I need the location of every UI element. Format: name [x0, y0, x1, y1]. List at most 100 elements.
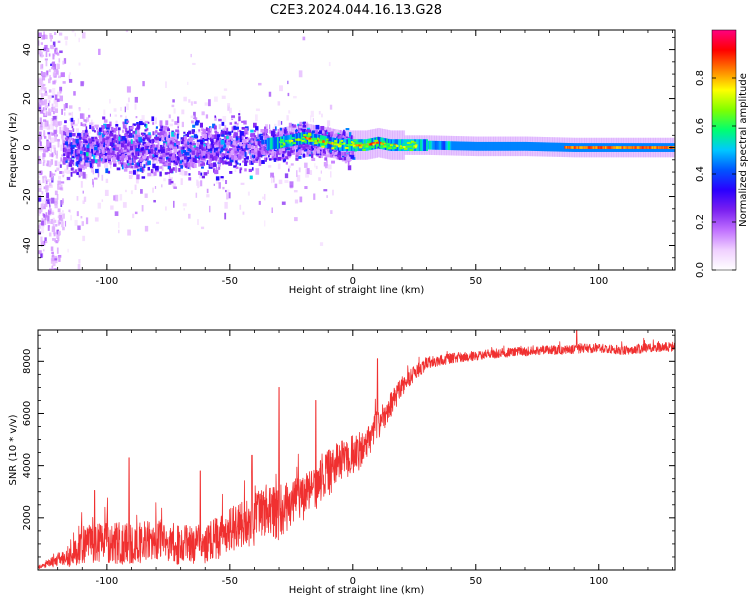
spectrogram-peak [334, 140, 338, 143]
spectrogram-speckle [168, 173, 171, 179]
spectrogram-cell [225, 161, 229, 165]
spectrogram-peak [645, 146, 648, 149]
spectrogram-cell [216, 134, 221, 138]
spectrogram-cell [236, 123, 239, 126]
spectrogram-peak [381, 140, 386, 143]
spectrogram-cell [216, 169, 219, 175]
spectrogram-cell [235, 126, 239, 130]
spectrogram-cell [170, 140, 173, 144]
spectrogram-cell [250, 151, 255, 156]
spectrogram-speckle [45, 90, 47, 94]
spectrogram-cell [305, 144, 309, 148]
spectrogram-cell [123, 168, 128, 172]
spectrogram-cell [107, 147, 110, 151]
spectrogram-speckle [44, 333, 47, 338]
spectrogram-cell [163, 155, 165, 160]
spectrogram-cell [145, 123, 148, 129]
spectrogram-speckle [242, 211, 245, 215]
spectrogram-cell [169, 147, 173, 150]
spectrogram-cell [188, 148, 190, 152]
spectrogram-cell [183, 157, 188, 160]
spectrogram-cell [336, 149, 341, 153]
spectrogram-cell [170, 137, 175, 143]
spectrogram-cell [64, 127, 68, 133]
spectrogram-cell [92, 149, 96, 153]
spectrogram-speckle [310, 110, 314, 118]
spectrogram-cell [107, 140, 109, 146]
spectrogram-peak [665, 146, 667, 149]
spectrogram-cell [203, 172, 208, 176]
spectrogram-cell [261, 147, 264, 152]
spectrogram-cell [86, 143, 90, 149]
spectrogram-cell [248, 140, 252, 143]
spectrogram-cell [243, 120, 247, 125]
spectrogram-cell [218, 143, 222, 148]
spectrogram-cell [101, 149, 104, 153]
spectrogram-cell [260, 142, 264, 147]
spectrogram-cell [244, 139, 247, 144]
spectrogram-peak [322, 140, 324, 143]
spectrogram-peak [307, 137, 309, 140]
spectrogram-cell [235, 166, 239, 169]
spectrogram-cell [124, 138, 127, 143]
spectrogram-peak [370, 142, 372, 146]
spectrogram-speckle [42, 148, 46, 153]
spectrogram-speckle [327, 120, 331, 127]
spectrogram-speckle [41, 191, 44, 195]
spectrogram-speckle [262, 196, 264, 200]
spectrogram-speckle [49, 207, 51, 211]
spectrogram-cell [236, 136, 241, 139]
spectrogram-cell [73, 143, 76, 148]
spectrogram-cell [213, 142, 216, 145]
spectrogram-cell [139, 151, 142, 156]
spectrogram-cell [215, 138, 218, 143]
spectrogram-cell [98, 149, 103, 153]
spectrogram-peak [286, 141, 290, 144]
spectrogram-cell [184, 164, 188, 168]
spectrogram-speckle [40, 236, 43, 243]
spectrogram-peak [312, 137, 316, 140]
spectrogram-cell [299, 144, 302, 148]
spectrogram-cell [159, 166, 163, 169]
spectrogram-speckle [50, 246, 54, 251]
spectrogram-cell [136, 162, 139, 166]
spectrogram-speckle [42, 107, 45, 111]
spectrogram-cell [277, 131, 280, 137]
spectrogram-cell [156, 144, 158, 150]
spectrogram-cell [210, 150, 213, 154]
spectrogram-speckle [39, 131, 42, 136]
spectrogram-cell [320, 149, 323, 154]
spectrogram-peak [607, 146, 609, 149]
spectrogram-peak [406, 142, 411, 145]
spectrogram-speckle [62, 174, 65, 178]
spectrogram-cell [215, 152, 219, 158]
spectrogram-cell [101, 125, 105, 130]
spectrogram-cell [337, 152, 341, 156]
spectrogram-speckle [42, 249, 45, 252]
spectrogram-cell [334, 149, 337, 152]
spectrogram-speckle [54, 190, 58, 196]
spectrogram-cell [284, 127, 287, 130]
spectrogram-cell [132, 157, 135, 160]
spectrogram-cell [160, 148, 165, 154]
spectrogram-cell [180, 146, 185, 150]
spectrogram-speckle [59, 50, 63, 54]
spectrogram-cell [145, 150, 148, 155]
spectrogram-speckle [173, 200, 175, 208]
spectrogram-speckle [160, 128, 163, 135]
spectrogram-cell [351, 154, 355, 157]
spectrogram-frame [37, 29, 676, 271]
spectrogram-cell [220, 130, 225, 135]
spectrogram-cell [168, 149, 171, 154]
spectrogram-speckle [181, 170, 185, 176]
spectrogram-peak [593, 146, 596, 149]
spectrogram-cell [152, 169, 155, 174]
spectrogram-cell [113, 161, 117, 165]
spectrogram-cell [71, 126, 74, 129]
spectrogram-speckle [42, 162, 45, 166]
spectrogram-speckle [187, 81, 189, 85]
spectrogram-cell [234, 153, 238, 156]
spectrogram-cell [298, 125, 303, 129]
spectrogram-cell [280, 156, 285, 160]
spectrogram-speckle [264, 220, 266, 227]
